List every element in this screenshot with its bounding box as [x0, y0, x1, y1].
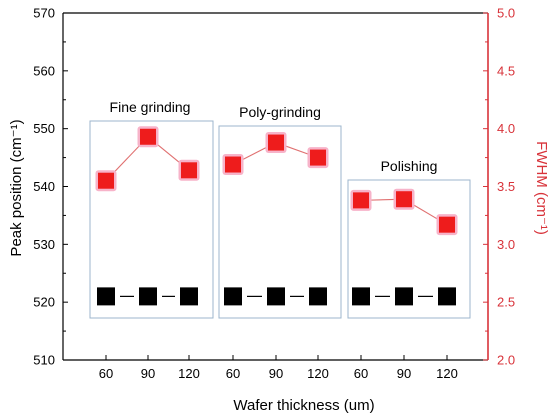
peak-point	[224, 287, 242, 306]
y-right-tick-label: 3.0	[497, 237, 515, 252]
plot-frame	[62, 12, 489, 361]
peak-point	[267, 287, 285, 306]
group-label: Polishing	[381, 158, 438, 174]
y-axis-label-right: FWHM (cm⁻¹)	[533, 141, 550, 235]
peak-point	[352, 287, 370, 306]
group-boxes: Fine grinding Poly-grinding Polishing	[89, 99, 471, 319]
peak-point	[438, 287, 456, 306]
fwhm-point	[396, 191, 412, 208]
y-right-tick-label: 2.5	[497, 295, 515, 310]
group-label: Poly-grinding	[239, 104, 321, 120]
peak-point	[139, 287, 157, 306]
x-tick-label: 90	[397, 366, 411, 381]
x-tick-label: 90	[141, 366, 155, 381]
group-label: Fine grinding	[110, 99, 191, 115]
x-tick-label: 60	[354, 366, 368, 381]
y-right-tick-label: 5.0	[497, 6, 515, 21]
fwhm-point	[439, 216, 455, 233]
fwhm-point	[140, 128, 156, 145]
group-box	[218, 125, 342, 319]
series-layer	[95, 126, 458, 306]
y-left-tick-label: 540	[33, 179, 55, 194]
fwhm-point	[353, 192, 369, 209]
tick-layer: 510 520 530 540 550 560 570 2.0 2.5 3.0 3.5 4.0 4.5 5…	[33, 6, 515, 382]
x-tick-label: 120	[307, 366, 329, 381]
fwhm-point	[98, 172, 114, 189]
fwhm-point	[181, 162, 197, 179]
y-right-tick-label: 3.5	[497, 179, 515, 194]
peak-point	[97, 287, 115, 306]
y-right-tick-label: 2.0	[497, 353, 515, 368]
y-left-tick-label: 560	[33, 63, 55, 78]
y-left-tick-label: 530	[33, 237, 55, 252]
peak-point	[395, 287, 413, 306]
x-tick-label: 90	[269, 366, 283, 381]
x-tick-label: 60	[226, 366, 240, 381]
y-left-tick-label: 570	[33, 6, 55, 21]
x-tick-label: 120	[436, 366, 458, 381]
fwhm-point	[268, 134, 284, 151]
fwhm-point	[310, 149, 326, 166]
y-right-tick-label: 4.0	[497, 121, 515, 136]
group-box	[89, 120, 214, 319]
peak-point	[180, 287, 198, 306]
group-box	[347, 179, 471, 319]
x-tick-label: 120	[178, 366, 200, 381]
y-left-tick-label: 510	[33, 353, 55, 368]
y-left-tick-label: 550	[33, 121, 55, 136]
x-tick-label: 60	[99, 366, 113, 381]
fwhm-point	[225, 156, 241, 173]
y-left-tick-label: 520	[33, 295, 55, 310]
peak-point	[309, 287, 327, 306]
y-axis-label-left: Peak position (cm⁻¹)	[8, 119, 25, 256]
y-right-tick-label: 4.5	[497, 63, 515, 78]
x-axis-label: Wafer thickness (um)	[233, 397, 374, 414]
